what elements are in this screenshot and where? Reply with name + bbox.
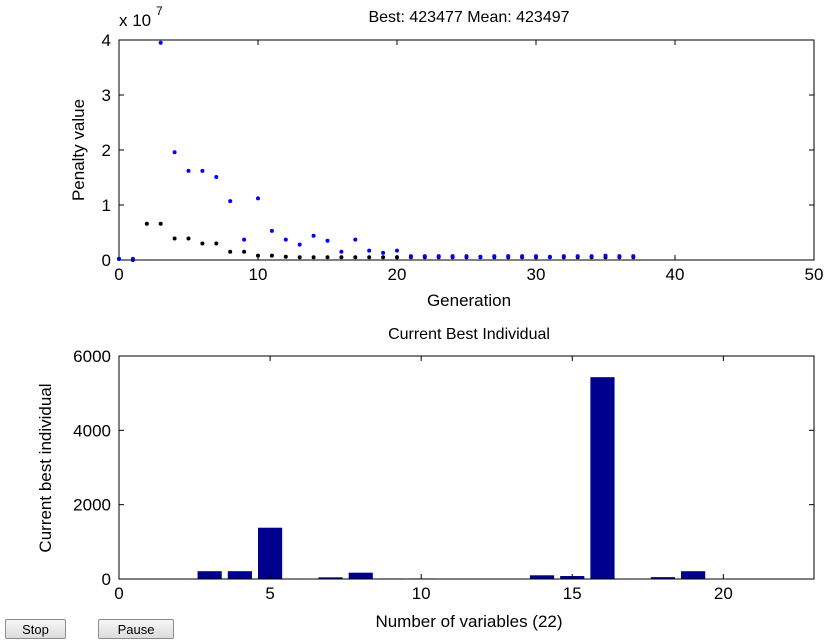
data-point-series-1 [158,221,163,226]
data-point-series-2 [214,174,219,179]
y-axis-label-bottom: Current best individual [36,383,55,552]
bar-variable-14 [529,575,555,579]
data-point-series-2 [575,254,580,259]
data-point-series-2 [464,254,469,259]
data-point-series-2 [589,254,594,259]
data-point-series-1 [144,221,149,226]
data-point-series-1 [186,236,191,241]
bar-variable-18 [650,577,675,579]
data-point-series-2 [242,237,247,242]
data-point-series-2 [200,168,205,173]
data-point-series-2 [395,248,399,253]
x-tick-label-top: 50 [805,265,824,284]
y-tick-label-top: 0 [102,251,111,270]
data-point-series-2 [617,254,622,259]
data-point-series-2 [561,254,566,259]
chart-title-bottom: Current Best Individual [388,326,550,343]
data-point-series-1 [353,255,358,260]
data-point-series-2 [130,256,135,261]
data-point-series-1 [228,249,233,254]
bar-variable-7 [318,577,343,579]
data-point-series-1 [172,236,177,241]
data-point-series-2 [408,254,413,259]
plot-frame-top [118,39,815,261]
bar-variable-5 [258,527,283,579]
x-tick-label-bottom: 20 [714,584,733,603]
data-point-series-2 [436,254,441,259]
data-point-series-2 [381,250,386,255]
data-point-series-2 [534,254,538,259]
x-tick-label-top: 10 [249,265,268,284]
data-point-series-2 [311,233,316,238]
data-point-series-2 [186,168,191,173]
x-tick-label-top: 40 [666,265,685,284]
bar-variable-4 [227,571,252,579]
x-tick-label-bottom: 15 [563,584,582,603]
data-point-series-2 [269,228,274,233]
data-point-series-1 [269,253,274,258]
data-point-series-2 [117,256,121,261]
data-point-series-2 [422,254,427,259]
x-tick-label-top: 0 [114,265,123,284]
data-point-series-1 [256,253,260,258]
x-tick-label-bottom: 5 [265,584,274,603]
data-point-series-2 [506,254,511,259]
plot-frame-bottom [118,355,815,580]
y-tick-label-top: 4 [102,31,111,50]
data-point-series-1 [242,249,247,254]
data-point-series-2 [256,196,260,201]
y-tick-label-top: 2 [102,141,111,160]
data-point-series-1 [395,255,399,260]
x-tick-label-bottom: 0 [114,584,123,603]
data-point-series-2 [339,249,344,254]
data-point-series-2 [172,150,177,155]
y-multiplier-exponent: 7 [156,4,163,18]
data-point-series-1 [283,254,288,259]
x-axis-label-top: Generation [427,291,511,310]
data-point-series-2 [492,254,497,259]
stop-button[interactable]: Stop [5,619,66,639]
y-axis-label-top: Penalty value [69,99,88,201]
y-multiplier-label: x 10 [119,11,151,30]
y-tick-label-bottom: 4000 [73,421,111,440]
y-tick-label-bottom: 6000 [73,347,111,366]
x-tick-label-top: 30 [527,265,546,284]
data-point-series-1 [214,241,219,246]
data-point-series-2 [353,237,358,242]
data-point-series-2 [158,40,163,45]
data-point-series-2 [631,254,636,259]
chart-title-top: Best: 423477 Mean: 423497 [368,9,569,26]
data-point-series-1 [325,255,330,260]
data-point-series-2 [283,237,288,242]
data-point-series-2 [520,254,525,259]
y-tick-label-bottom: 0 [102,570,111,589]
data-point-series-2 [478,254,483,259]
x-tick-label-bottom: 10 [412,584,431,603]
data-point-series-1 [311,255,316,260]
y-tick-label-top: 1 [102,196,111,215]
bar-variable-16 [590,377,615,579]
bar-variable-19 [681,571,706,579]
data-point-series-2 [325,238,330,243]
data-point-series-1 [297,255,302,260]
data-point-series-2 [547,254,552,259]
data-point-series-2 [367,248,372,253]
data-point-series-2 [228,199,233,204]
data-point-series-1 [381,255,386,260]
y-tick-label-bottom: 2000 [73,496,111,515]
data-point-series-2 [297,242,302,247]
x-axis-label-bottom: Number of variables (22) [375,612,562,631]
pause-button[interactable]: Pause [98,619,174,639]
bar-variable-8 [348,572,373,579]
data-point-series-2 [450,254,455,259]
data-point-series-2 [603,253,608,258]
data-point-series-1 [200,241,205,246]
bar-variable-3 [197,571,222,579]
data-point-series-1 [367,255,372,260]
x-tick-label-top: 20 [388,265,407,284]
y-tick-label-top: 3 [102,86,111,105]
data-point-series-1 [339,255,344,260]
